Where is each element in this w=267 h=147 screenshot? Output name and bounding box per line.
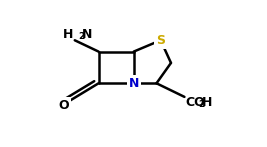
Text: 2: 2 (78, 32, 84, 41)
Text: CO: CO (186, 96, 205, 109)
Text: O: O (58, 99, 69, 112)
Text: N: N (128, 77, 139, 90)
Text: 2: 2 (198, 100, 204, 109)
Text: H: H (202, 96, 212, 109)
Text: S: S (156, 34, 165, 47)
Text: H: H (63, 28, 74, 41)
Text: N: N (82, 28, 92, 41)
